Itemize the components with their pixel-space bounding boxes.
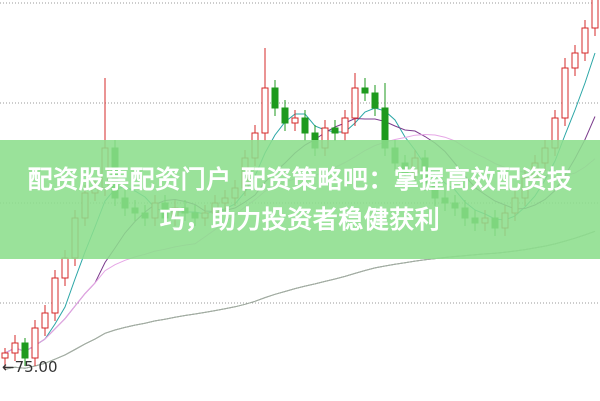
title-banner: 配资股票配资门户 配资策略吧：掌握高效配资技巧，助力投资者稳健获利	[0, 140, 600, 259]
candle-up	[261, 87, 269, 134]
candle-down	[361, 87, 369, 94]
candle-up	[341, 117, 349, 134]
candle-up	[291, 117, 299, 124]
candle-down	[371, 92, 379, 109]
candle-down	[331, 127, 339, 134]
candle-up	[561, 67, 569, 119]
candle-up	[571, 52, 579, 69]
candle-up	[51, 277, 59, 314]
price-marker-label: ←75.00	[2, 358, 58, 376]
candle-up	[581, 27, 589, 54]
candle-down	[21, 342, 29, 359]
candle-up	[351, 87, 359, 119]
candle-down	[301, 117, 309, 134]
candle-up	[11, 342, 19, 354]
candle-up	[41, 312, 49, 329]
candle-up	[591, 0, 599, 29]
candle-up	[1, 352, 9, 359]
candle-up	[61, 257, 69, 279]
candle-down	[281, 107, 289, 124]
page-title: 配资股票配资门户 配资策略吧：掌握高效配资技巧，助力投资者稳健获利	[27, 164, 573, 234]
candle-up	[31, 327, 39, 359]
candle-down	[271, 87, 279, 109]
